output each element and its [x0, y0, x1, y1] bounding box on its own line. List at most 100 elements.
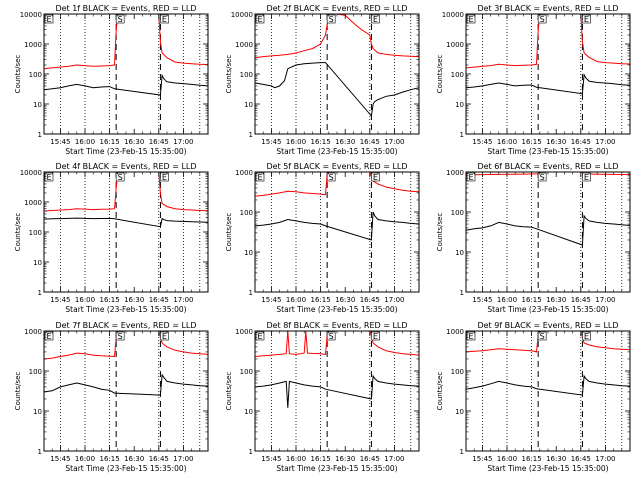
x-tick-label: 15:45: [261, 296, 281, 304]
x-tick-label: 16:45: [360, 296, 380, 304]
lld-series-line: [466, 172, 630, 176]
x-tick-label: 16:00: [286, 138, 306, 146]
x-tick-label: 15:45: [261, 138, 281, 146]
panel-title: Det 8f BLACK = Events, RED = LLD: [266, 321, 407, 330]
marker-box: [582, 14, 591, 24]
detector-panel-6: Det 6f BLACK = Events, RED = LLD E S E 1 10 10…: [436, 162, 631, 314]
events-series-line: [466, 72, 630, 95]
y-tick-label: 100: [240, 209, 253, 217]
x-axis-label: Start Time (23-Feb-15 15:35:00): [487, 305, 608, 314]
x-tick-label: 17:00: [173, 138, 193, 146]
x-tick-label: 16:30: [335, 138, 355, 146]
y-tick-label: 1: [38, 448, 42, 456]
lld-series-line: [255, 331, 419, 357]
y-tick-label: 10000: [20, 169, 42, 177]
y-axis-label: Counts/sec: [14, 372, 22, 411]
marker-box: [115, 14, 125, 24]
detector-panel-4: Det 4f BLACK = Events, RED = LLD E S E 1 10 10…: [14, 162, 209, 314]
marker-label: S: [118, 332, 123, 341]
y-tick-label: 100: [451, 209, 464, 217]
y-tick-label: 10: [33, 259, 42, 267]
series-group: [466, 331, 630, 396]
x-tick-label: 16:30: [546, 138, 566, 146]
y-tick-label: 10000: [442, 11, 464, 19]
x-tick-label: 17:00: [384, 296, 404, 304]
marker-box: [160, 14, 169, 24]
lld-series-line: [44, 14, 208, 70]
x-tick-label: 15:45: [261, 455, 281, 463]
marker-label: S: [329, 15, 334, 24]
x-tick-label: 16:30: [335, 455, 355, 463]
y-tick-label: 100: [29, 71, 42, 79]
marker-label: E: [46, 15, 51, 24]
marker-box: [466, 331, 476, 341]
x-tick-label: 16:45: [360, 138, 380, 146]
marker-label: E: [468, 332, 473, 341]
y-tick-label: 1: [249, 289, 253, 297]
y-tick-label: 1000: [24, 199, 42, 207]
x-axis-label: Start Time (23-Feb-15 15:35:00): [65, 147, 186, 156]
y-tick-label: 100: [451, 368, 464, 376]
x-tick-label: 16:45: [571, 296, 591, 304]
x-tick-label: 17:00: [173, 455, 193, 463]
y-tick-label: 1000: [446, 328, 464, 336]
marker-box: [371, 172, 380, 182]
events-series-line: [255, 62, 419, 118]
series-group: [44, 172, 208, 228]
detector-panel-7: Det 7f BLACK = Events, RED = LLD E S E 1 10 10…: [14, 321, 209, 473]
x-tick-label: 16:15: [522, 296, 542, 304]
y-axis-label: Counts/sec: [225, 372, 233, 411]
y-tick-label: 1000: [446, 169, 464, 177]
x-tick-label: 16:30: [124, 296, 144, 304]
x-axis-label: Start Time (23-Feb-15 15:35:00): [487, 147, 608, 156]
y-tick-label: 10000: [231, 11, 253, 19]
marker-label: E: [46, 332, 51, 341]
marker-label: S: [118, 15, 123, 24]
x-tick-label: 15:45: [472, 296, 492, 304]
marker-label: S: [540, 332, 545, 341]
x-tick-label: 16:45: [360, 455, 380, 463]
x-tick-label: 15:45: [472, 138, 492, 146]
panel-title: Det 4f BLACK = Events, RED = LLD: [55, 162, 196, 171]
x-axis-label: Start Time (23-Feb-15 15:35:00): [276, 305, 397, 314]
x-tick-label: 17:00: [384, 138, 404, 146]
marker-box: [44, 14, 54, 24]
marker-box: [582, 172, 591, 182]
y-axis-label: Counts/sec: [225, 55, 233, 94]
x-tick-label: 17:00: [595, 296, 615, 304]
marker-box: [326, 14, 336, 24]
x-tick-label: 16:45: [149, 455, 169, 463]
y-axis-label: Counts/sec: [14, 213, 22, 252]
marker-label: E: [373, 173, 378, 182]
series-group: [44, 331, 208, 396]
x-tick-label: 15:45: [50, 296, 70, 304]
x-axis-label: Start Time (23-Feb-15 15:35:00): [65, 305, 186, 314]
lld-series-line: [466, 14, 630, 69]
x-axis-label: Start Time (23-Feb-15 15:35:00): [276, 147, 397, 156]
y-axis-label: Counts/sec: [436, 55, 444, 94]
marker-box: [44, 331, 54, 341]
x-tick-label: 16:00: [75, 455, 95, 463]
x-tick-label: 17:00: [595, 138, 615, 146]
marker-label: E: [257, 15, 262, 24]
x-tick-label: 16:45: [149, 296, 169, 304]
x-axis-label: Start Time (23-Feb-15 15:35:00): [276, 464, 397, 473]
x-tick-label: 16:15: [522, 455, 542, 463]
lld-series-line: [466, 331, 630, 353]
y-tick-label: 1000: [235, 328, 253, 336]
x-tick-label: 16:15: [311, 296, 331, 304]
marker-label: E: [46, 173, 51, 182]
marker-box: [115, 331, 125, 341]
marker-box: [582, 331, 591, 341]
y-tick-label: 1000: [24, 328, 42, 336]
y-tick-label: 100: [29, 229, 42, 237]
marker-label: E: [584, 15, 589, 24]
events-series-line: [255, 374, 419, 408]
detector-panel-8: Det 8f BLACK = Events, RED = LLD E S E 1 10 10…: [225, 321, 420, 473]
events-series-line: [255, 211, 419, 241]
y-tick-label: 1: [460, 448, 464, 456]
y-tick-label: 100: [29, 368, 42, 376]
y-tick-label: 1: [38, 289, 42, 297]
detector-panel-3: Det 3f BLACK = Events, RED = LLD E S E 1 10 10…: [436, 4, 631, 156]
lld-series-line: [44, 172, 208, 212]
